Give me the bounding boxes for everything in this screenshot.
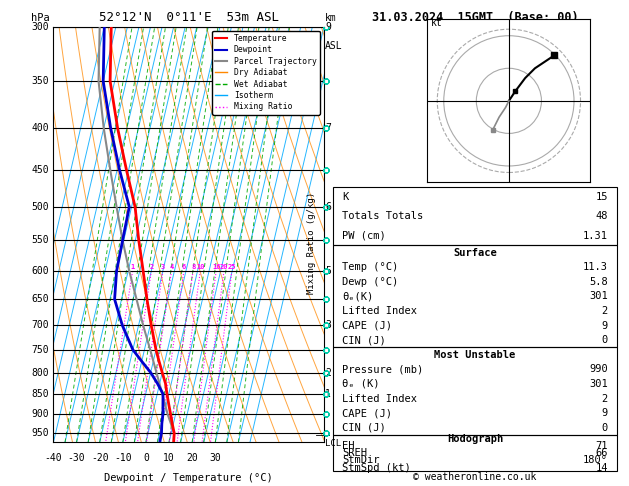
Text: ASL: ASL bbox=[325, 41, 343, 52]
Text: 9: 9 bbox=[602, 408, 608, 418]
Text: 500: 500 bbox=[32, 202, 50, 212]
Text: 0: 0 bbox=[602, 335, 608, 345]
Text: Most Unstable: Most Unstable bbox=[434, 350, 516, 360]
Text: CAPE (J): CAPE (J) bbox=[342, 321, 392, 330]
Bar bbox=[333, 187, 617, 245]
Text: 25: 25 bbox=[228, 264, 237, 270]
Text: 990: 990 bbox=[589, 364, 608, 374]
Text: 1: 1 bbox=[131, 264, 135, 270]
Text: 850: 850 bbox=[32, 389, 50, 399]
Text: θₑ (K): θₑ (K) bbox=[342, 379, 379, 389]
Text: -40: -40 bbox=[45, 452, 62, 463]
Text: 1: 1 bbox=[325, 389, 331, 399]
Text: 450: 450 bbox=[32, 165, 50, 174]
Text: 3: 3 bbox=[161, 264, 165, 270]
Text: 7: 7 bbox=[325, 123, 331, 133]
Text: 950: 950 bbox=[32, 428, 50, 438]
Text: 9: 9 bbox=[325, 22, 331, 32]
Text: 15: 15 bbox=[596, 192, 608, 202]
Text: 750: 750 bbox=[32, 345, 50, 355]
Legend: Temperature, Dewpoint, Parcel Trajectory, Dry Adiabat, Wet Adiabat, Isotherm, Mi: Temperature, Dewpoint, Parcel Trajectory… bbox=[212, 31, 320, 115]
Text: 650: 650 bbox=[32, 295, 50, 304]
Text: 6: 6 bbox=[182, 264, 186, 270]
Text: θₑ(K): θₑ(K) bbox=[342, 292, 373, 301]
Text: 400: 400 bbox=[32, 123, 50, 133]
Text: Totals Totals: Totals Totals bbox=[342, 211, 423, 221]
Text: EH: EH bbox=[342, 441, 354, 451]
Text: Pressure (mb): Pressure (mb) bbox=[342, 364, 423, 374]
Bar bbox=[333, 245, 617, 347]
Text: 16: 16 bbox=[212, 264, 221, 270]
Text: 1.31: 1.31 bbox=[583, 231, 608, 241]
Text: 20: 20 bbox=[186, 452, 198, 463]
Text: 10: 10 bbox=[163, 452, 175, 463]
Text: -30: -30 bbox=[68, 452, 86, 463]
Text: 2: 2 bbox=[325, 367, 331, 378]
Text: CAPE (J): CAPE (J) bbox=[342, 408, 392, 418]
Text: Dewp (°C): Dewp (°C) bbox=[342, 277, 398, 287]
Text: 5: 5 bbox=[325, 266, 331, 276]
Text: 5.8: 5.8 bbox=[589, 277, 608, 287]
Text: 48: 48 bbox=[596, 211, 608, 221]
Text: 14: 14 bbox=[596, 463, 608, 473]
Text: 700: 700 bbox=[32, 320, 50, 330]
Text: 10: 10 bbox=[196, 264, 204, 270]
Bar bbox=[333, 435, 617, 471]
Text: 2: 2 bbox=[602, 306, 608, 316]
Text: 301: 301 bbox=[589, 292, 608, 301]
Text: SREH: SREH bbox=[342, 448, 367, 458]
Bar bbox=[333, 347, 617, 435]
Text: 2: 2 bbox=[602, 394, 608, 403]
Text: 550: 550 bbox=[32, 235, 50, 245]
Text: 31.03.2024  15GMT  (Base: 00): 31.03.2024 15GMT (Base: 00) bbox=[372, 11, 578, 24]
Text: 8: 8 bbox=[191, 264, 195, 270]
Text: 0: 0 bbox=[602, 423, 608, 433]
Text: km: km bbox=[325, 13, 337, 22]
Text: 3: 3 bbox=[325, 320, 331, 330]
Text: StmDir: StmDir bbox=[342, 455, 379, 466]
Text: 0: 0 bbox=[143, 452, 149, 463]
Text: 30: 30 bbox=[209, 452, 221, 463]
Text: 9: 9 bbox=[602, 321, 608, 330]
Text: -10: -10 bbox=[114, 452, 131, 463]
Text: 301: 301 bbox=[589, 379, 608, 389]
Text: Temp (°C): Temp (°C) bbox=[342, 262, 398, 272]
Text: Hodograph: Hodograph bbox=[447, 434, 503, 444]
Text: 71: 71 bbox=[596, 441, 608, 451]
Text: LCL: LCL bbox=[325, 439, 342, 449]
Text: © weatheronline.co.uk: © weatheronline.co.uk bbox=[413, 472, 537, 482]
Text: 600: 600 bbox=[32, 266, 50, 276]
Text: CIN (J): CIN (J) bbox=[342, 423, 386, 433]
Title: 52°12'N  0°11'E  53m ASL: 52°12'N 0°11'E 53m ASL bbox=[99, 11, 279, 24]
Text: Dewpoint / Temperature (°C): Dewpoint / Temperature (°C) bbox=[104, 473, 273, 484]
Text: 2: 2 bbox=[149, 264, 153, 270]
Text: 11.3: 11.3 bbox=[583, 262, 608, 272]
Text: StmSpd (kt): StmSpd (kt) bbox=[342, 463, 411, 473]
Text: Mixing Ratio (g/kg): Mixing Ratio (g/kg) bbox=[307, 192, 316, 294]
Text: 4: 4 bbox=[169, 264, 174, 270]
Text: hPa: hPa bbox=[31, 13, 50, 22]
Text: K: K bbox=[342, 192, 348, 202]
Text: 180°: 180° bbox=[583, 455, 608, 466]
Text: 20: 20 bbox=[220, 264, 228, 270]
Text: 300: 300 bbox=[32, 22, 50, 32]
Text: PW (cm): PW (cm) bbox=[342, 231, 386, 241]
Text: 800: 800 bbox=[32, 367, 50, 378]
Text: 900: 900 bbox=[32, 409, 50, 419]
Text: Surface: Surface bbox=[453, 248, 497, 258]
Text: Lifted Index: Lifted Index bbox=[342, 394, 417, 403]
Text: CIN (J): CIN (J) bbox=[342, 335, 386, 345]
Text: -20: -20 bbox=[91, 452, 109, 463]
Text: 66: 66 bbox=[596, 448, 608, 458]
Text: 6: 6 bbox=[325, 202, 331, 212]
Text: 350: 350 bbox=[32, 76, 50, 86]
Text: Lifted Index: Lifted Index bbox=[342, 306, 417, 316]
